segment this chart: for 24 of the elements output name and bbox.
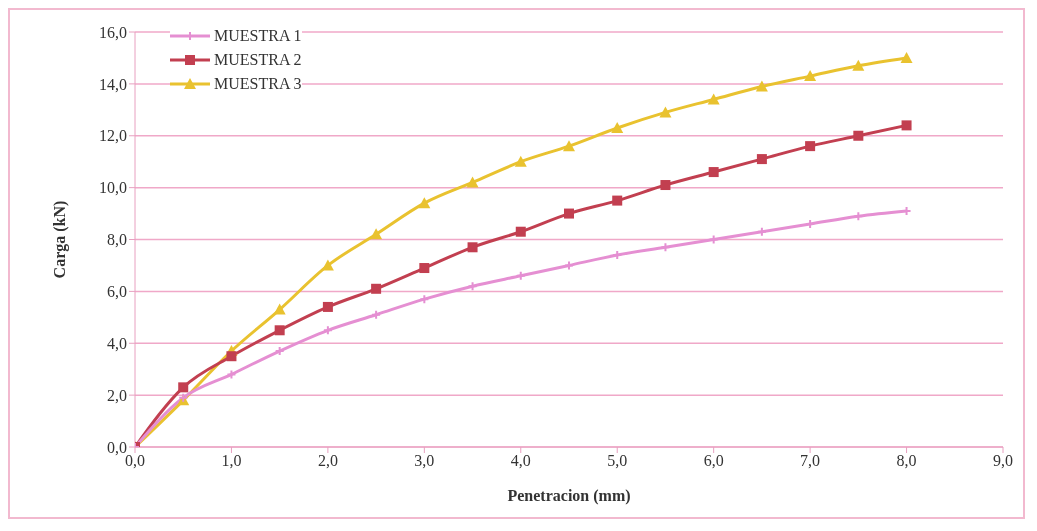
y-tick-label: 10,0 <box>99 179 127 197</box>
y-tick-label: 8,0 <box>107 231 127 249</box>
legend-label: MUESTRA 3 <box>214 75 302 93</box>
x-tick-label: 1,0 <box>221 452 242 470</box>
y-axis-title: Carga (kN) <box>50 200 69 279</box>
x-tick-label: 0,0 <box>125 452 145 470</box>
y-tick-label: 4,0 <box>107 334 127 352</box>
x-tick-label: 4,0 <box>510 452 531 470</box>
x-tick-label: 6,0 <box>703 452 724 470</box>
x-tick-label: 2,0 <box>317 452 338 470</box>
y-tick-label: 2,0 <box>107 386 127 404</box>
legend-label: MUESTRA 2 <box>214 51 302 69</box>
y-tick-label: 6,0 <box>107 283 127 301</box>
x-tick-label: 5,0 <box>607 452 628 470</box>
x-tick-label: 8,0 <box>896 452 917 470</box>
x-tick-label: 3,0 <box>414 452 435 470</box>
y-tick-label: 14,0 <box>99 75 127 93</box>
x-tick-label: 9,0 <box>993 452 1013 470</box>
x-axis-title: Penetracion (mm) <box>507 487 631 505</box>
legend-label: MUESTRA 1 <box>214 27 302 45</box>
y-tick-label: 16,0 <box>99 23 127 41</box>
x-tick-label: 7,0 <box>800 452 821 470</box>
y-tick-label: 12,0 <box>99 127 127 145</box>
y-tick-label: 0,0 <box>107 438 127 456</box>
